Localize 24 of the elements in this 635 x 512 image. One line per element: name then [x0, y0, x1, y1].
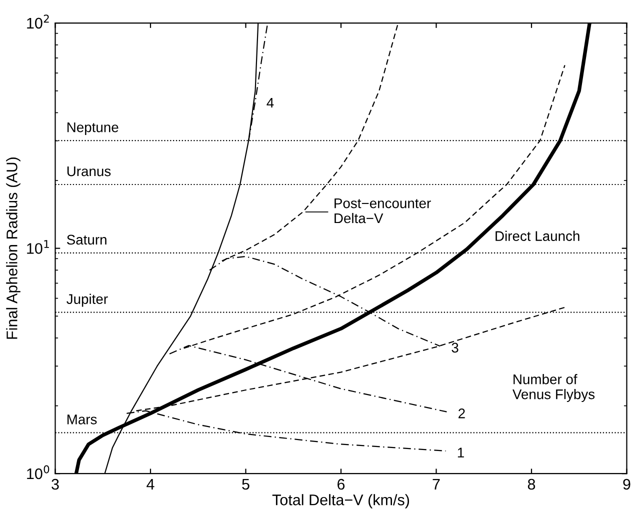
y-axis-title: Final Aphelion Radius (AU)	[6, 158, 20, 339]
x-tick-label: 7	[432, 479, 440, 490]
annotation: 1	[458, 448, 464, 458]
series-label: Direct Launch	[496, 230, 580, 242]
x-tick-label: 8	[528, 478, 536, 490]
x-tick-label: 6	[338, 478, 345, 490]
x-tick-label: 9	[623, 478, 630, 490]
annotation: Post−encounter Delta−V	[334, 198, 431, 224]
x-tick-label: 4	[146, 479, 154, 490]
x-tick-label: 3	[52, 478, 59, 490]
ref-line-label: Saturn	[66, 234, 106, 245]
ref-line-label: Neptune	[67, 122, 118, 135]
ref-line-label: Jupiter	[66, 294, 108, 307]
annotation: Number of Venus Flybys	[512, 374, 595, 402]
ref-line-label: Mars	[67, 414, 97, 424]
annotation: 4	[266, 98, 274, 108]
y-tick-label: 10$^{2}$	[27, 14, 49, 29]
annotation: 3	[452, 342, 458, 353]
x-tick-label: 5	[242, 479, 250, 490]
annotation: 2	[458, 408, 465, 418]
y-tick-label: 10$^{0}$	[27, 465, 50, 480]
ref-line-label: Uranus	[67, 166, 111, 176]
x-axis-title: Total Delta−V (km/s)	[272, 494, 410, 508]
y-tick-label: 10$^{1}$	[27, 240, 49, 254]
